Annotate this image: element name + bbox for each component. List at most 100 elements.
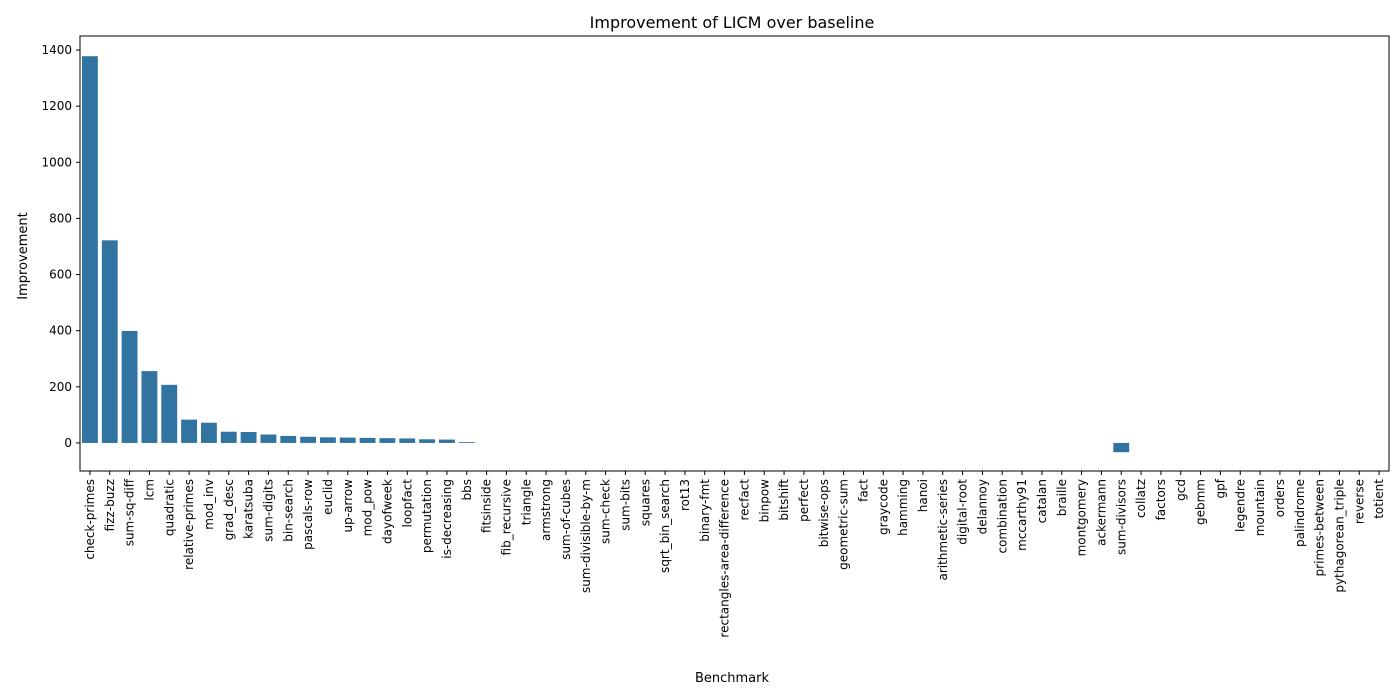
bar-loopfact bbox=[399, 438, 416, 443]
x-tick-label-pythagorean_triple: pythagorean_triple bbox=[1332, 479, 1346, 593]
x-tick-label-combination: combination bbox=[995, 479, 1009, 554]
x-tick-label-dayofweek: dayofweek bbox=[380, 479, 394, 544]
bar-mod_inv bbox=[200, 422, 217, 443]
x-tick-label-squares: squares bbox=[638, 479, 652, 526]
x-tick-label-binary-fmt: binary-fmt bbox=[698, 479, 712, 542]
x-tick-label-gebmm: gebmm bbox=[1194, 479, 1208, 525]
x-tick-label-montgomery: montgomery bbox=[1075, 479, 1089, 556]
x-tick-label-hanoi: hanoi bbox=[916, 479, 930, 512]
x-tick-label-graycode: graycode bbox=[876, 479, 890, 535]
bar-bbs bbox=[458, 442, 475, 443]
x-tick-label-mountain: mountain bbox=[1253, 479, 1267, 536]
x-tick-label-geometric-sum: geometric-sum bbox=[837, 479, 851, 570]
x-tick-label-reverse: reverse bbox=[1352, 479, 1366, 524]
bar-sum-divisors bbox=[1113, 442, 1130, 453]
y-tick-label-200: 200 bbox=[49, 380, 72, 394]
x-tick-label-grad_desc: grad_desc bbox=[222, 479, 236, 540]
x-tick-label-up-arrow: up-arrow bbox=[341, 479, 355, 533]
y-tick-label-800: 800 bbox=[49, 211, 72, 225]
x-tick-label-fact: fact bbox=[856, 479, 870, 502]
y-tick-label-400: 400 bbox=[49, 324, 72, 338]
x-tick-label-triangle: triangle bbox=[519, 479, 533, 525]
x-tick-label-sqrt_bin_search: sqrt_bin_search bbox=[658, 479, 672, 573]
bar-bin-search bbox=[280, 435, 297, 443]
bar-check-primes bbox=[81, 56, 98, 443]
x-tick-label-ackermann: ackermann bbox=[1094, 479, 1108, 546]
x-tick-label-mod_inv: mod_inv bbox=[202, 479, 216, 530]
bar-quadratic bbox=[161, 384, 178, 443]
bar-grad_desc bbox=[220, 431, 237, 443]
x-tick-label-bin-search: bin-search bbox=[281, 479, 295, 542]
y-tick-label-1200: 1200 bbox=[41, 99, 72, 113]
bar-mod_pow bbox=[359, 437, 376, 443]
x-tick-label-totient: totient bbox=[1372, 479, 1386, 519]
bar-pascals-row bbox=[300, 436, 317, 443]
x-tick-label-primes-between: primes-between bbox=[1313, 479, 1327, 576]
bar-is-decreasing bbox=[438, 439, 455, 443]
x-tick-label-sum-bits: sum-bits bbox=[618, 479, 632, 531]
bar-dayofweek bbox=[379, 438, 396, 443]
x-axis-title: Benchmark bbox=[695, 671, 770, 686]
x-tick-label-sum-check: sum-check bbox=[599, 479, 613, 544]
x-tick-label-fitsinside: fitsinside bbox=[480, 479, 494, 533]
x-tick-label-euclid: euclid bbox=[321, 479, 335, 515]
x-tick-label-factors: factors bbox=[1154, 479, 1168, 520]
x-tick-label-hamming: hamming bbox=[896, 479, 910, 536]
x-tick-label-bbs: bbs bbox=[460, 479, 474, 501]
x-tick-label-rectangles-area-difference: rectangles-area-difference bbox=[718, 479, 732, 638]
x-tick-label-arithmetic-series: arithmetic-series bbox=[936, 479, 950, 581]
bar-up-arrow bbox=[339, 437, 356, 443]
x-tick-label-legendre: legendre bbox=[1233, 479, 1247, 532]
bar-sum-digits bbox=[260, 434, 277, 443]
bar-karatsuba bbox=[240, 431, 257, 443]
x-tick-label-sum-digits: sum-digits bbox=[261, 479, 275, 542]
y-axis-title: Improvement bbox=[16, 212, 31, 299]
x-tick-label-bitshift: bitshift bbox=[777, 479, 791, 521]
bar-relative-primes bbox=[181, 419, 198, 443]
bar-permutation bbox=[419, 439, 436, 443]
x-tick-label-delannoy: delannoy bbox=[975, 479, 989, 534]
x-tick-label-sum-divisors: sum-divisors bbox=[1114, 479, 1128, 555]
x-tick-label-binpow: binpow bbox=[757, 479, 771, 523]
bar-euclid bbox=[319, 437, 336, 443]
x-tick-label-rot13: rot13 bbox=[678, 479, 692, 511]
x-tick-label-fizz-buzz: fizz-buzz bbox=[103, 479, 117, 531]
y-tick-label-1400: 1400 bbox=[41, 43, 72, 57]
x-tick-label-permutation: permutation bbox=[420, 479, 434, 553]
x-tick-label-catalan: catalan bbox=[1035, 479, 1049, 523]
x-tick-label-sum-divisible-by-m: sum-divisible-by-m bbox=[579, 479, 593, 593]
x-tick-label-sum-of-cubes: sum-of-cubes bbox=[559, 479, 573, 560]
x-tick-label-collatz: collatz bbox=[1134, 479, 1148, 518]
x-tick-label-gcd: gcd bbox=[1174, 479, 1188, 501]
x-tick-label-karatsuba: karatsuba bbox=[242, 479, 256, 539]
x-tick-label-lcm: lcm bbox=[142, 479, 156, 501]
chart-title: Improvement of LICM over baseline bbox=[590, 13, 875, 32]
y-tick-label-0: 0 bbox=[64, 436, 72, 450]
bar-sum-sq-diff bbox=[121, 330, 138, 443]
x-axis: check-primes fizz-buzz sum-sq-diff lcm quadr… bbox=[83, 471, 1386, 638]
x-tick-label-quadratic: quadratic bbox=[162, 479, 176, 536]
x-tick-label-orders: orders bbox=[1273, 479, 1287, 517]
x-tick-label-armstrong: armstrong bbox=[539, 479, 553, 541]
x-tick-label-braille: braille bbox=[1055, 479, 1069, 516]
x-tick-label-recfact: recfact bbox=[737, 479, 751, 521]
bar-fizz-buzz bbox=[101, 240, 118, 443]
x-tick-label-is-decreasing: is-decreasing bbox=[440, 479, 454, 559]
x-tick-label-palindrome: palindrome bbox=[1293, 479, 1307, 547]
y-tick-label-1000: 1000 bbox=[41, 155, 72, 169]
bars-layer bbox=[81, 56, 1130, 453]
x-tick-label-relative-primes: relative-primes bbox=[182, 479, 196, 570]
x-tick-label-mod_pow: mod_pow bbox=[361, 479, 375, 537]
x-tick-label-sum-sq-diff: sum-sq-diff bbox=[123, 478, 137, 546]
x-tick-label-perfect: perfect bbox=[797, 479, 811, 522]
x-tick-label-bitwise-ops: bitwise-ops bbox=[817, 479, 831, 547]
x-tick-label-mccarthy91: mccarthy91 bbox=[1015, 479, 1029, 551]
x-tick-label-check-primes: check-primes bbox=[83, 479, 97, 560]
plot-frame bbox=[79, 35, 1390, 472]
y-axis: 0 200 400 600 800 1000 1200 1400 bbox=[41, 43, 80, 450]
x-tick-label-pascals-row: pascals-row bbox=[301, 479, 315, 550]
bar-lcm bbox=[141, 371, 158, 443]
x-tick-label-fib_recursive: fib_recursive bbox=[499, 479, 513, 555]
